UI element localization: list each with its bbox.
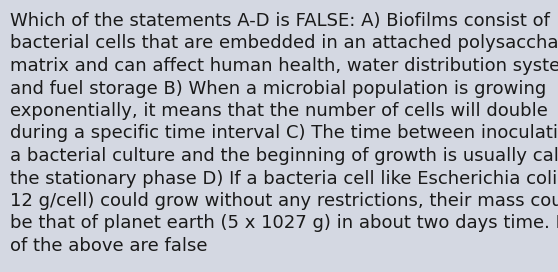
Text: be that of planet earth (5 x 1027 g) in about two days time. E) All: be that of planet earth (5 x 1027 g) in … [10, 215, 558, 233]
Text: the stationary phase D) If a bacteria cell like Escherichia coli (10-: the stationary phase D) If a bacteria ce… [10, 169, 558, 187]
Text: matrix and can affect human health, water distribution systems,: matrix and can affect human health, wate… [10, 57, 558, 75]
Text: of the above are false: of the above are false [10, 237, 208, 255]
Text: and fuel storage B) When a microbial population is growing: and fuel storage B) When a microbial pop… [10, 79, 546, 97]
Text: 12 g/cell) could grow without any restrictions, their mass could: 12 g/cell) could grow without any restri… [10, 192, 558, 210]
Text: a bacterial culture and the beginning of growth is usually called: a bacterial culture and the beginning of… [10, 147, 558, 165]
Text: exponentially, it means that the number of cells will double: exponentially, it means that the number … [10, 102, 548, 120]
Text: during a specific time interval C) The time between inoculation of: during a specific time interval C) The t… [10, 125, 558, 143]
Text: bacterial cells that are embedded in an attached polysaccharide: bacterial cells that are embedded in an … [10, 35, 558, 52]
Text: Which of the statements A-D is FALSE: A) Biofilms consist of: Which of the statements A-D is FALSE: A)… [10, 12, 550, 30]
